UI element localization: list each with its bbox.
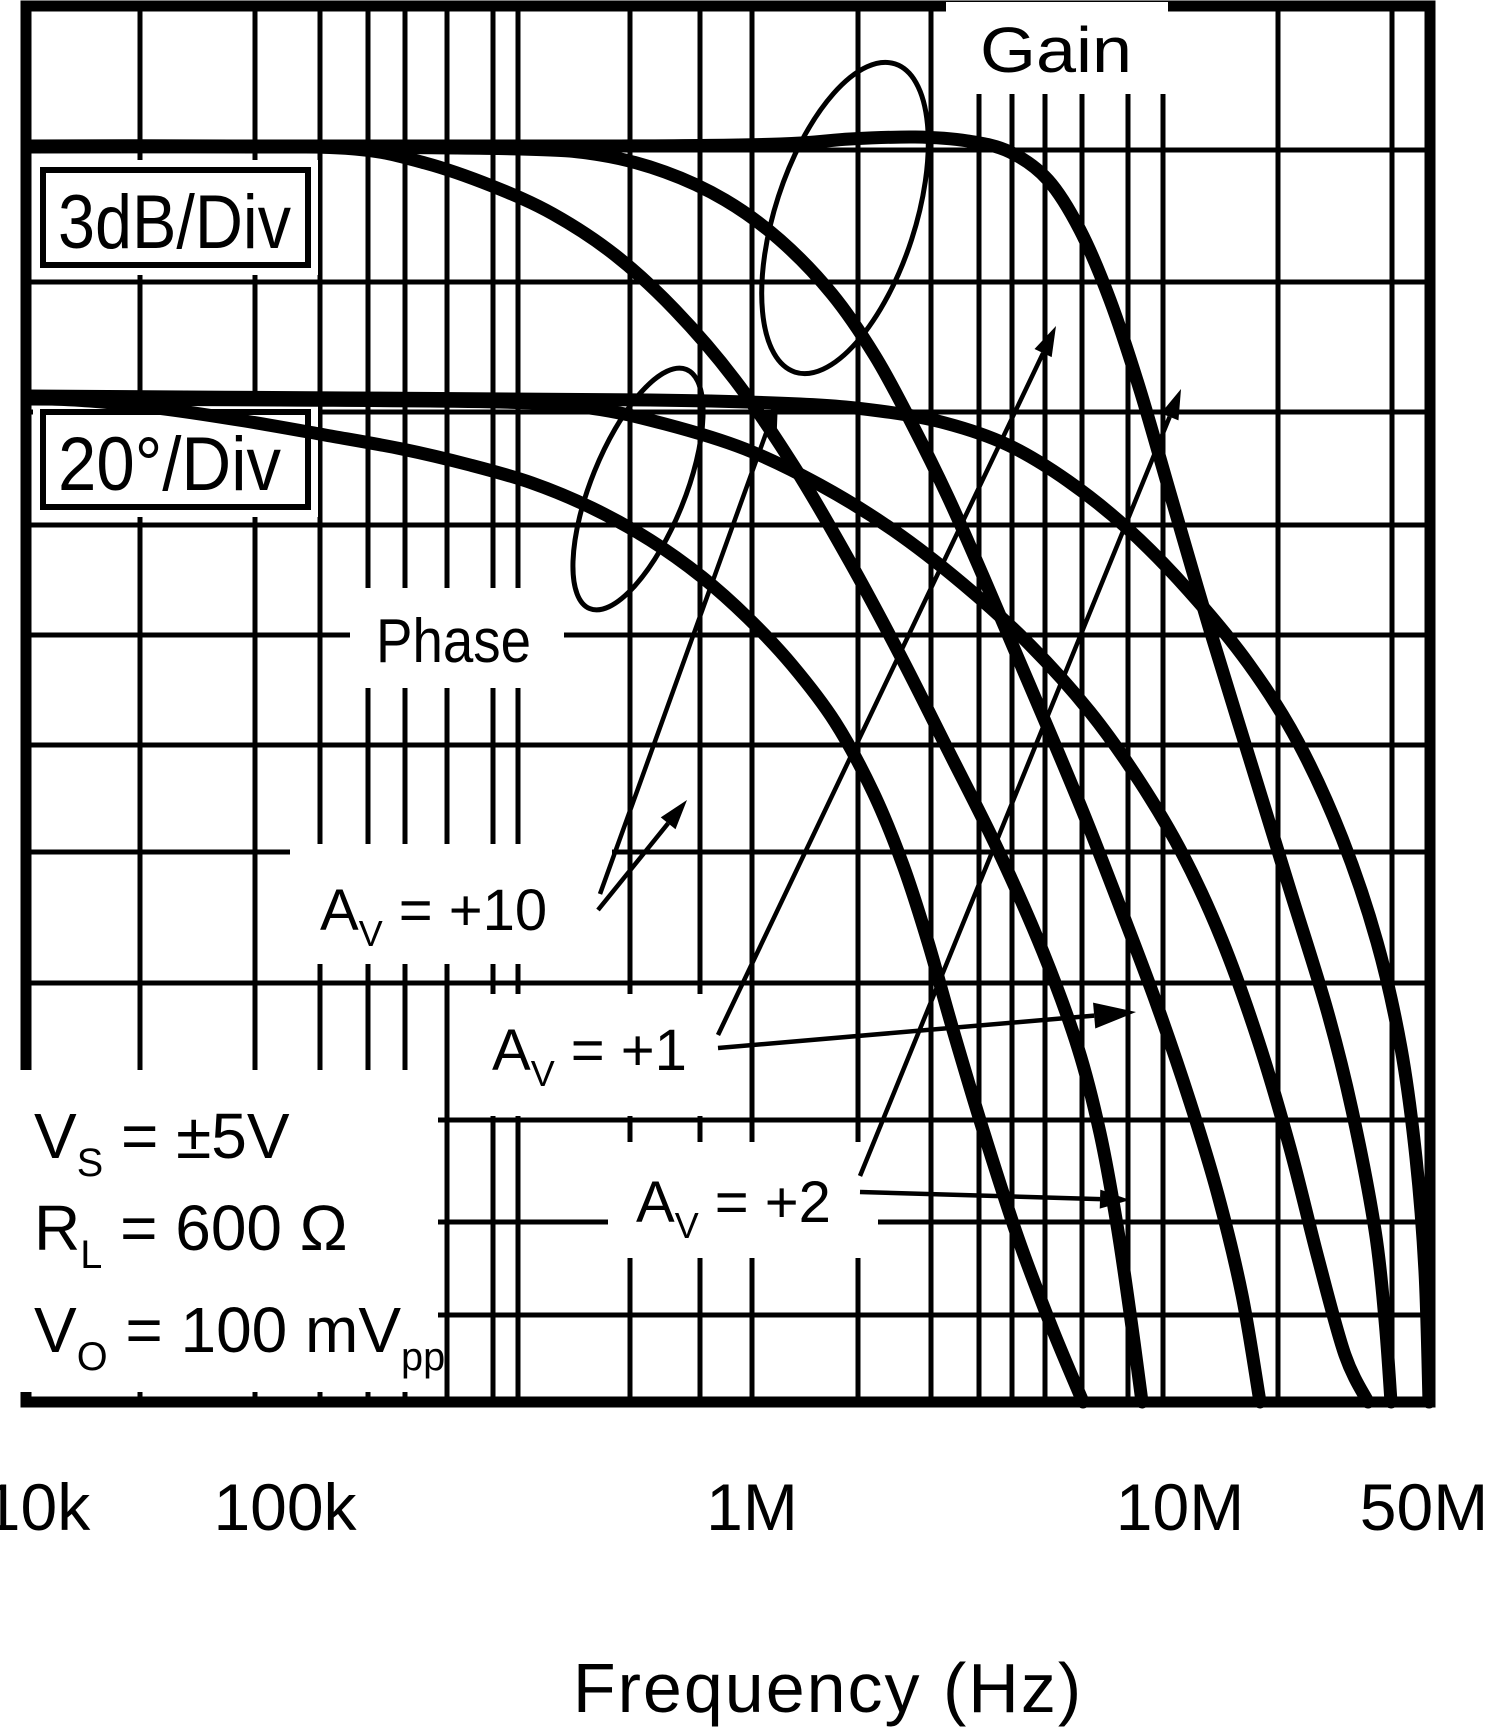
curves <box>20 130 1436 1409</box>
x-axis-title: Frequency (Hz) <box>573 1649 1083 1727</box>
x-tick-10k: 10k <box>0 1470 91 1544</box>
x-tick-100k: 100k <box>213 1470 357 1544</box>
x-tick-1M: 1M <box>706 1470 798 1544</box>
gain-curves-ellipse <box>759 59 931 377</box>
av10-arrow-to-gain-head <box>660 800 687 830</box>
av-plus2-label: AV = +2 <box>636 1170 831 1246</box>
plot-border <box>20 0 1436 1408</box>
conditions-box-bg <box>14 1070 438 1392</box>
av2-arrow-to-gain-shaft <box>859 1189 1101 1202</box>
gain-label-box-bg <box>946 2 1168 94</box>
phase-curves-ellipse <box>570 365 706 613</box>
phase-label-box-bg <box>350 588 564 688</box>
curve-gain-av-plus10 <box>20 139 1149 1409</box>
av10-label-box-bg <box>290 844 612 964</box>
texts: Gain Phase 3dB/Div 20°/Div AV = +10 AV = +1 AV… <box>0 14 1488 1727</box>
condition-load-resistance: RL = 600 Ω <box>34 1192 348 1277</box>
av1-label-box-bg <box>464 994 736 1116</box>
av-plus10-label: AV = +10 <box>320 878 547 954</box>
av10-arrow-to-phase-shaft <box>597 427 770 895</box>
phase-scale-label: 20°/Div <box>58 422 281 507</box>
av1-arrow-to-phase-head <box>1093 1002 1136 1029</box>
x-tick-10M: 10M <box>1116 1470 1244 1544</box>
av1-arrow-to-gain-shaft <box>715 352 1046 1036</box>
av2-label-box-bg <box>608 1142 878 1258</box>
av2-arrow-to-phase-head <box>1160 389 1181 421</box>
curve-phase-av-plus10 <box>20 391 1090 1409</box>
gain-scale-label: 3dB/Div <box>58 180 291 265</box>
curve-phase-av-plus1 <box>20 389 1436 1409</box>
condition-output-voltage: VO = 100 mVpp <box>34 1294 445 1379</box>
av10-arrow-to-phase-head <box>758 400 778 432</box>
av1-arrow-to-gain-head <box>1034 326 1056 358</box>
x-tick-50M: 50M <box>1360 1470 1488 1544</box>
av2-arrow-to-gain-head <box>1099 1189 1130 1209</box>
annotations <box>570 59 1181 1209</box>
av1-arrow-to-phase-shaft <box>717 1013 1095 1051</box>
av-plus1-label: AV = +1 <box>492 1018 687 1094</box>
gain-scale-box-frame <box>40 167 311 268</box>
av2-arrow-to-phase-shaft <box>857 415 1172 1177</box>
phase-group-label: Phase <box>376 607 531 676</box>
condition-supply-voltage: VS = ±5V <box>34 1100 290 1185</box>
av10-arrow-to-gain-shaft <box>596 821 670 912</box>
gain-group-label: Gain <box>980 14 1132 86</box>
label-masks <box>14 2 1168 1392</box>
curve-gain-av-plus1 <box>20 130 1398 1409</box>
curve-phase-av-plus2 <box>20 392 1375 1409</box>
curve-gain-av-plus2 <box>20 140 1267 1409</box>
